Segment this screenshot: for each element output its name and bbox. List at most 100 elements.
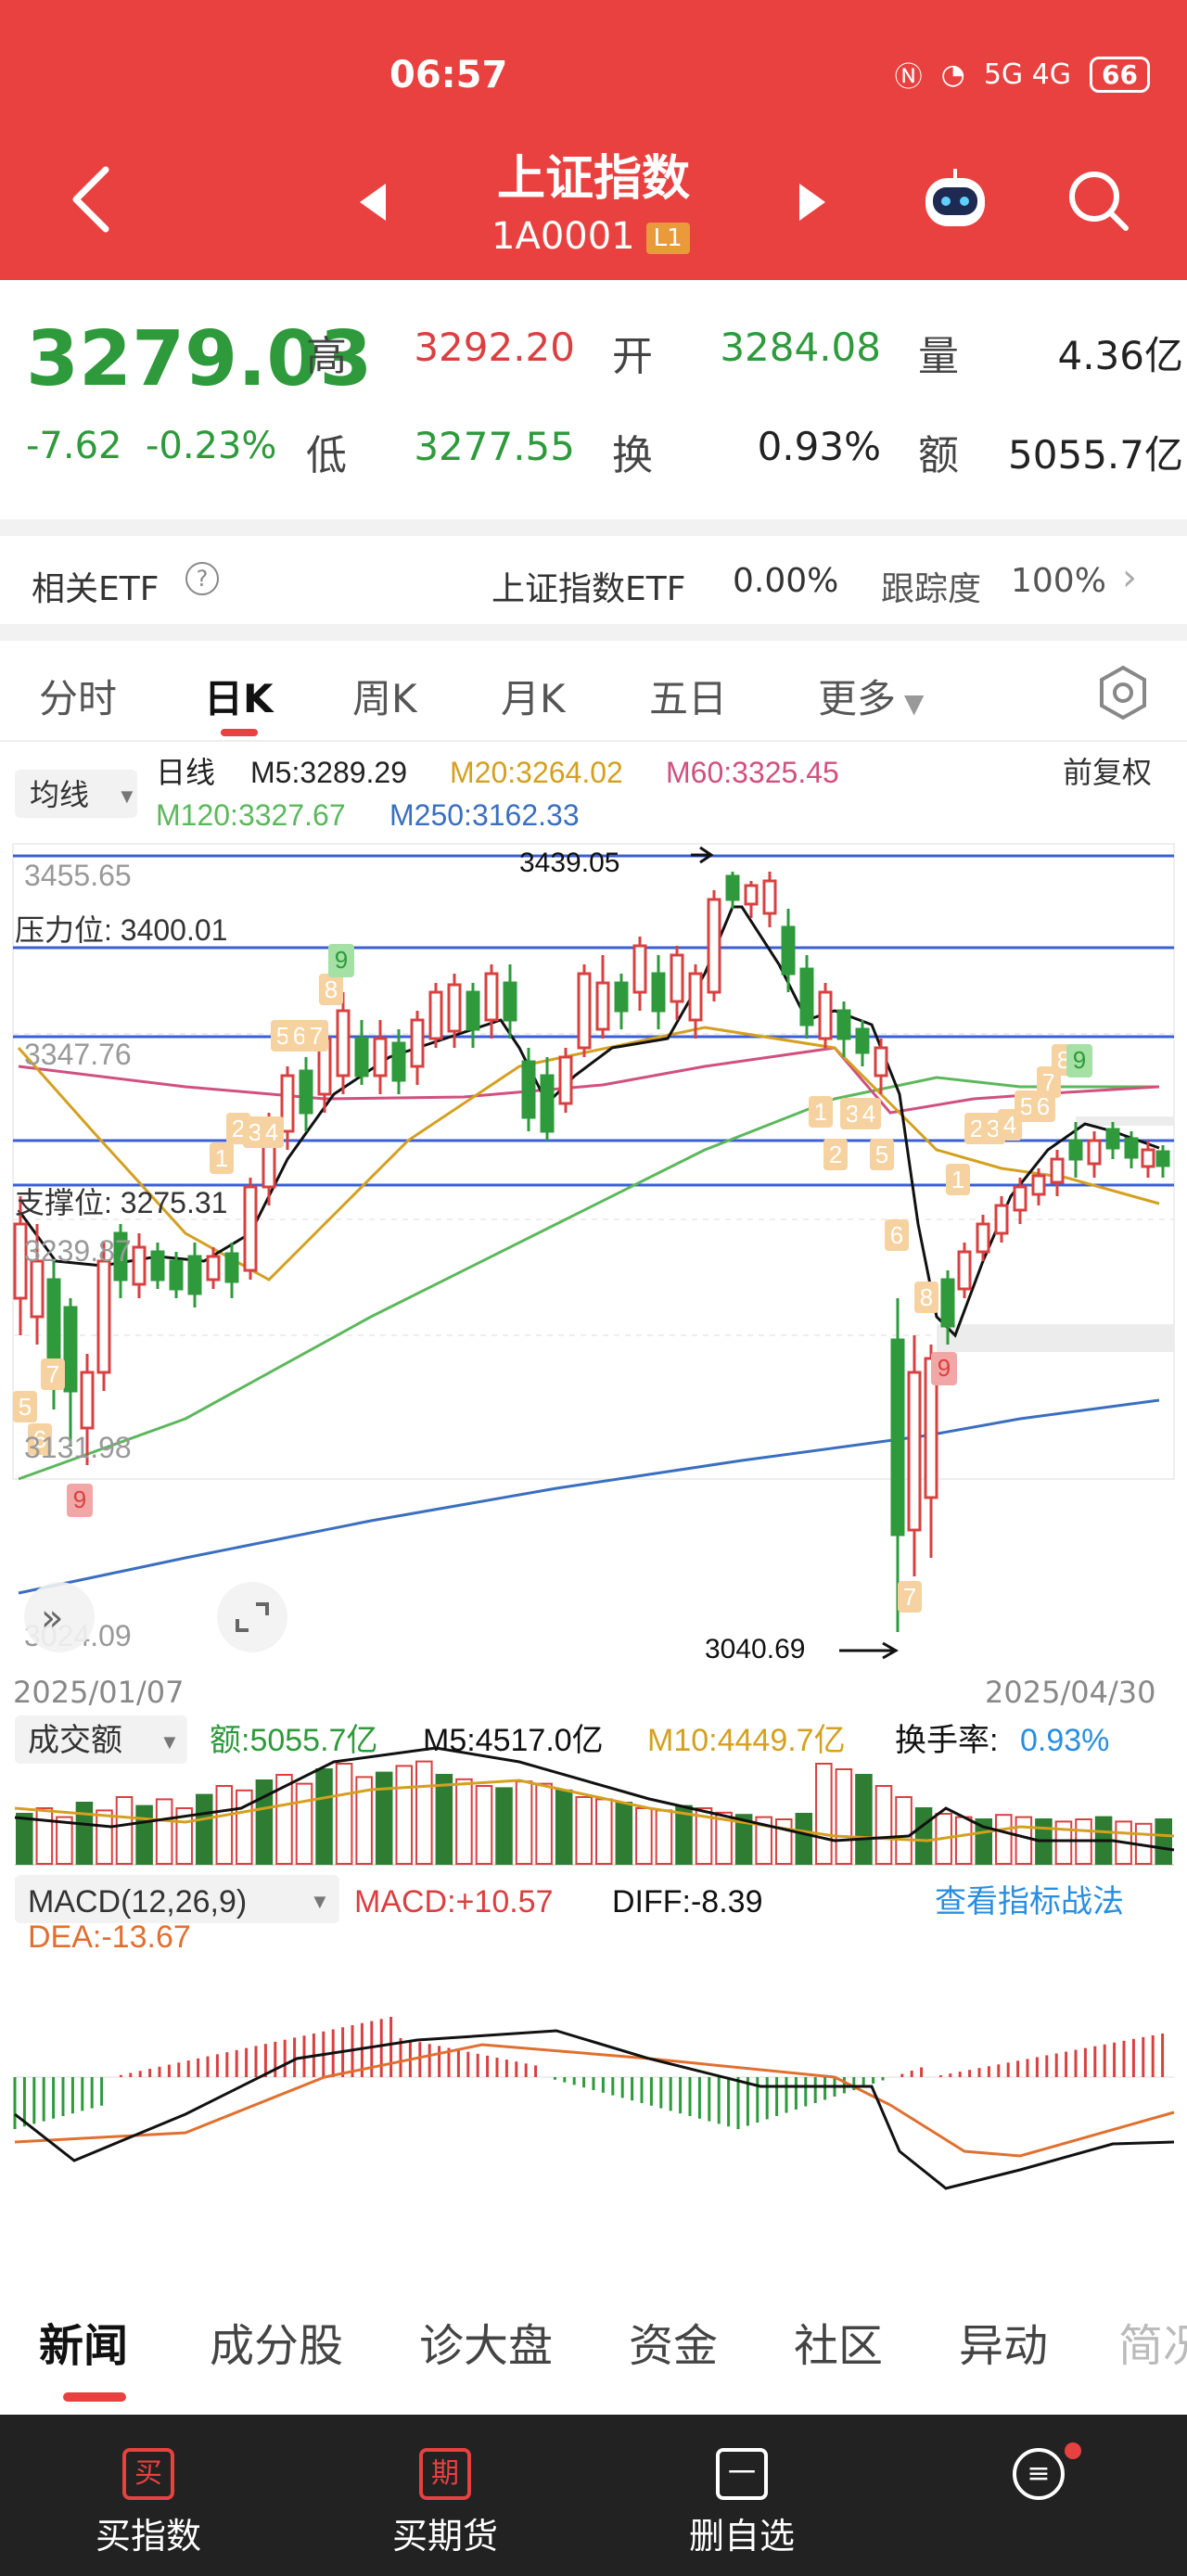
turnover-label: 换 bbox=[612, 432, 653, 479]
tab-news[interactable]: 新闻 bbox=[39, 2320, 129, 2372]
volume-bar bbox=[135, 1804, 153, 1865]
tab-diagnosis[interactable]: 诊大盘 bbox=[419, 2320, 554, 2372]
related-etf-row[interactable]: 相关ETF ? 上证指数ETF 0.00% 跟踪度 100% › bbox=[0, 536, 1187, 624]
ma60-line bbox=[18, 1046, 1160, 1115]
tab-more[interactable]: 更多 ▼ bbox=[818, 668, 924, 724]
volume-m10: M10:4449.7亿 bbox=[647, 1723, 846, 1758]
support-label: 支撑位: 3275.31 bbox=[15, 1186, 227, 1219]
td-mark: 7 bbox=[903, 1583, 916, 1611]
remove-watchlist-button[interactable]: 一 删自选 bbox=[640, 2448, 844, 2558]
nfc-icon: Ⓝ bbox=[894, 61, 923, 94]
fullscreen-button[interactable] bbox=[217, 1582, 287, 1652]
td-mark: 7 bbox=[1042, 1068, 1055, 1096]
kline-chart-area[interactable]: 均线 ▼ 日线 M5:3289.29 M20:3264.02 M60:3325.… bbox=[0, 742, 1187, 2263]
volume-bar bbox=[1015, 1816, 1033, 1865]
td-mark: 6 bbox=[293, 1022, 306, 1050]
volume-bar bbox=[715, 1811, 733, 1866]
td-mark: 5 bbox=[875, 1141, 888, 1168]
search-icon[interactable] bbox=[1065, 167, 1131, 234]
td-mark: 2 bbox=[232, 1115, 245, 1142]
etf-percent: 0.00% bbox=[733, 562, 839, 600]
ma-dropdown[interactable]: 均线 bbox=[30, 778, 89, 811]
high-annotation: 3439.05 bbox=[519, 848, 619, 878]
volume-bar bbox=[815, 1763, 833, 1865]
track-value: 100% bbox=[1011, 562, 1106, 600]
network-indicator: 5G 4G bbox=[983, 57, 1072, 91]
arrow-right-icon bbox=[699, 846, 714, 864]
volume-bar bbox=[395, 1765, 414, 1866]
tab-intraday[interactable]: 分时 bbox=[39, 676, 118, 721]
expand-history-button[interactable] bbox=[24, 1582, 95, 1652]
open-label: 开 bbox=[612, 333, 653, 380]
view-indicator-strategy-link[interactable]: 查看指标战法 bbox=[935, 1884, 1124, 1919]
robot-assistant-icon[interactable] bbox=[918, 167, 992, 232]
macd-value: MACD:+10.57 bbox=[354, 1884, 554, 1919]
volume-bar bbox=[1054, 1820, 1073, 1866]
volume-bar bbox=[774, 1818, 793, 1865]
td-mark: 9 bbox=[335, 946, 348, 974]
date-end: 2025/04/30 bbox=[985, 1675, 1155, 1710]
volume-bar bbox=[315, 1768, 333, 1865]
volume-bar bbox=[595, 1798, 613, 1866]
axis-label: 3455.65 bbox=[24, 859, 132, 892]
tab-monthly[interactable]: 月K bbox=[501, 676, 566, 721]
volume-bar bbox=[35, 1807, 54, 1865]
tab-weekly[interactable]: 周K bbox=[352, 676, 417, 721]
adjust-mode[interactable]: 前复权 bbox=[1063, 756, 1152, 789]
volume-bar bbox=[835, 1768, 853, 1865]
td-mark: 5 bbox=[1020, 1092, 1033, 1120]
settings-icon[interactable] bbox=[1094, 664, 1152, 721]
buy-futures-button[interactable]: 期 买期货 bbox=[343, 2448, 547, 2558]
turnover-rate-label: 换手率: bbox=[895, 1723, 998, 1758]
volume-bar bbox=[415, 1760, 433, 1865]
more-menu-button[interactable]: ≡ bbox=[937, 2442, 1141, 2507]
help-icon[interactable]: ? bbox=[185, 562, 219, 595]
buy-index-button[interactable]: 买 买指数 bbox=[46, 2448, 250, 2558]
td-mark: 4 bbox=[862, 1100, 875, 1128]
volume-bar bbox=[375, 1771, 393, 1865]
td-mark: 4 bbox=[265, 1118, 278, 1146]
ma-m120: M120:3327.67 bbox=[156, 798, 346, 832]
caret-down-icon: ▼ bbox=[310, 1890, 330, 1913]
tab-overview[interactable]: 简况 bbox=[1118, 2320, 1187, 2372]
ma250-line bbox=[18, 1398, 1160, 1595]
volume-label: 量 bbox=[918, 333, 959, 380]
arrow-right-icon bbox=[882, 1641, 900, 1660]
quote-panel bbox=[0, 280, 1187, 530]
tab-daily[interactable]: 日K bbox=[204, 676, 274, 721]
kline-svg: 均线 ▼ 日线 M5:3289.29 M20:3264.02 M60:3325.… bbox=[12, 756, 1175, 2190]
divider bbox=[0, 624, 1187, 641]
td-mark: 5 bbox=[19, 1393, 32, 1421]
volume-bar bbox=[795, 1813, 813, 1865]
volume-bar bbox=[874, 1785, 893, 1865]
tab-capital[interactable]: 资金 bbox=[629, 2320, 719, 2372]
caret-down-icon: ▼ bbox=[160, 1730, 180, 1753]
buy-index-label: 买指数 bbox=[95, 2516, 201, 2557]
macd-dropdown[interactable]: MACD(12,26,9) bbox=[28, 1884, 247, 1919]
prev-stock-icon[interactable] bbox=[360, 184, 386, 221]
tab-constituents[interactable]: 成分股 bbox=[210, 2320, 344, 2372]
volume-bar bbox=[255, 1779, 274, 1865]
next-stock-icon[interactable] bbox=[799, 184, 825, 221]
volume-bar bbox=[96, 1809, 113, 1866]
volume-bar bbox=[475, 1785, 493, 1865]
active-tab-indicator bbox=[221, 729, 258, 736]
volume-bar bbox=[335, 1763, 353, 1865]
tab-community[interactable]: 社区 bbox=[794, 2320, 884, 2372]
ma5-line bbox=[17, 905, 1160, 1338]
remove-watchlist-label: 删自选 bbox=[688, 2516, 795, 2557]
news-tab-indicator bbox=[63, 2392, 126, 2402]
back-arrow-icon[interactable] bbox=[65, 162, 121, 236]
resistance-label: 压力位: 3400.01 bbox=[15, 913, 227, 947]
volume-bars bbox=[15, 1864, 1174, 1866]
volume-dropdown[interactable]: 成交额 bbox=[28, 1723, 122, 1758]
volume-bar bbox=[115, 1796, 134, 1865]
fullscreen-icon bbox=[236, 1602, 269, 1632]
tab-movements[interactable]: 异动 bbox=[959, 2320, 1049, 2372]
volume-bar bbox=[195, 1793, 213, 1865]
dea-line bbox=[14, 2043, 1175, 2158]
volume-value: 4.36亿 bbox=[1057, 333, 1183, 378]
tab-five-day[interactable]: 五日 bbox=[649, 676, 728, 721]
tab-more-label: 更多 bbox=[818, 676, 897, 721]
change-percent: -0.23% bbox=[145, 425, 277, 467]
